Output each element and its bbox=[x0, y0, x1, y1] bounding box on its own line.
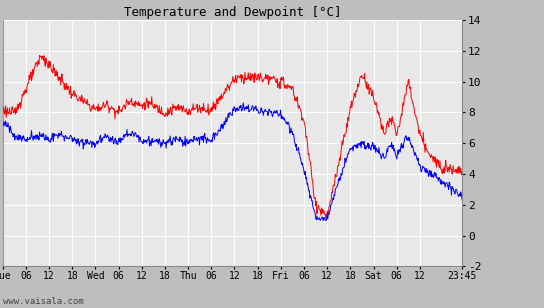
Title: Temperature and Dewpoint [°C]: Temperature and Dewpoint [°C] bbox=[124, 6, 341, 19]
Text: www.vaisala.com: www.vaisala.com bbox=[3, 298, 83, 306]
